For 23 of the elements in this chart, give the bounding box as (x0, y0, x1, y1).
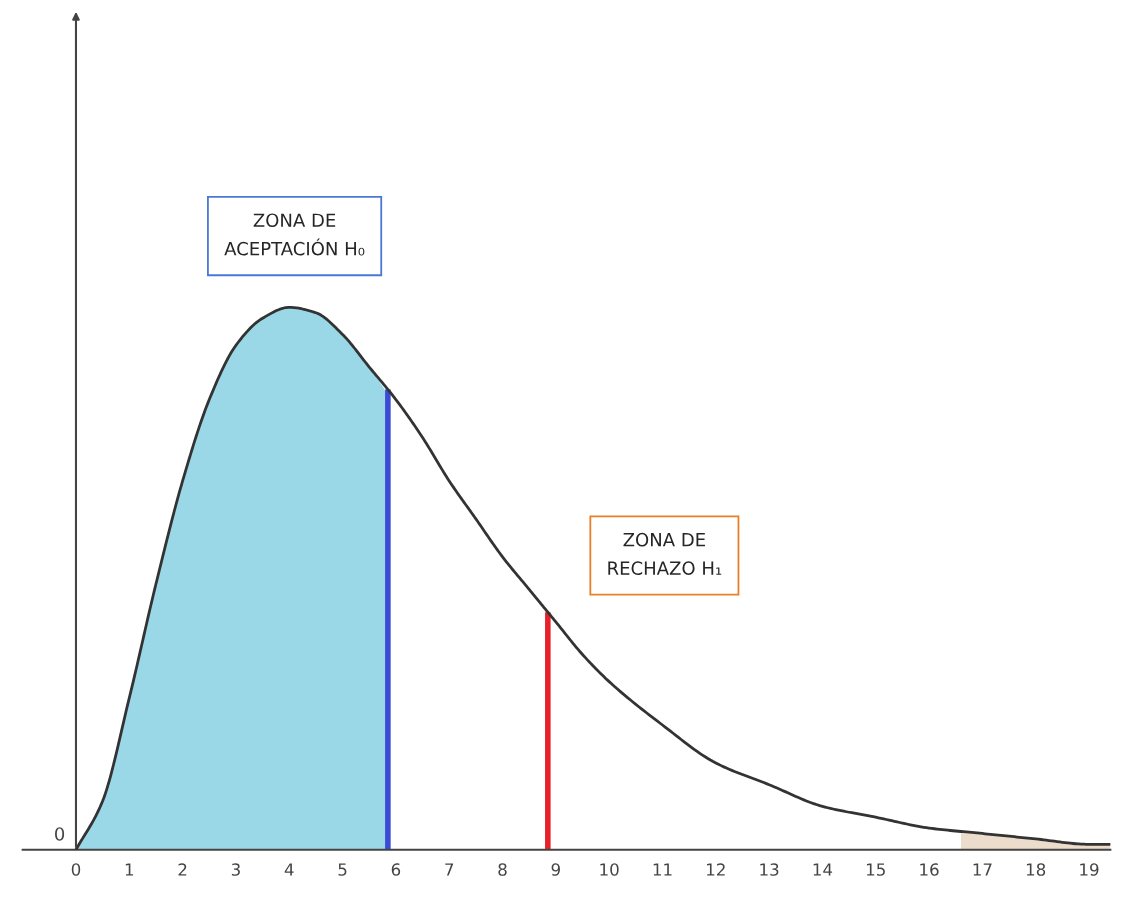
x-tick-label: 7 (445, 863, 454, 876)
x-tick-label: 0 (71, 863, 81, 876)
x-tick-label: 3 (231, 863, 240, 876)
x-tick-label: 17 (973, 863, 992, 876)
x-tick-label: 9 (551, 863, 560, 876)
annotation: 0 (55, 827, 65, 841)
x-tick-label: 16 (920, 863, 939, 876)
annotation: ZONA DE RECHAZO H₁ (608, 532, 722, 575)
x-tick-label: 13 (760, 863, 779, 876)
x-tick-label: 10 (600, 863, 619, 876)
x-tick-label: 4 (284, 863, 294, 876)
x-tick-label: 19 (1080, 863, 1099, 876)
x-tick-label: 14 (813, 863, 833, 876)
x-tick-label: 15 (866, 863, 885, 876)
x-tick-label: 18 (1026, 863, 1046, 876)
x-tick-label: 12 (707, 863, 725, 876)
x-tick-label: 6 (391, 863, 401, 876)
x-tick-label: 8 (498, 863, 507, 876)
x-tick-label: 2 (178, 863, 187, 876)
x-tick-label: 11 (653, 863, 672, 876)
x-tick-label: 5 (338, 863, 347, 876)
x-tick-label: 1 (125, 863, 134, 876)
text: ZONA DE ACEPTACIÓN H₀ (224, 213, 365, 256)
